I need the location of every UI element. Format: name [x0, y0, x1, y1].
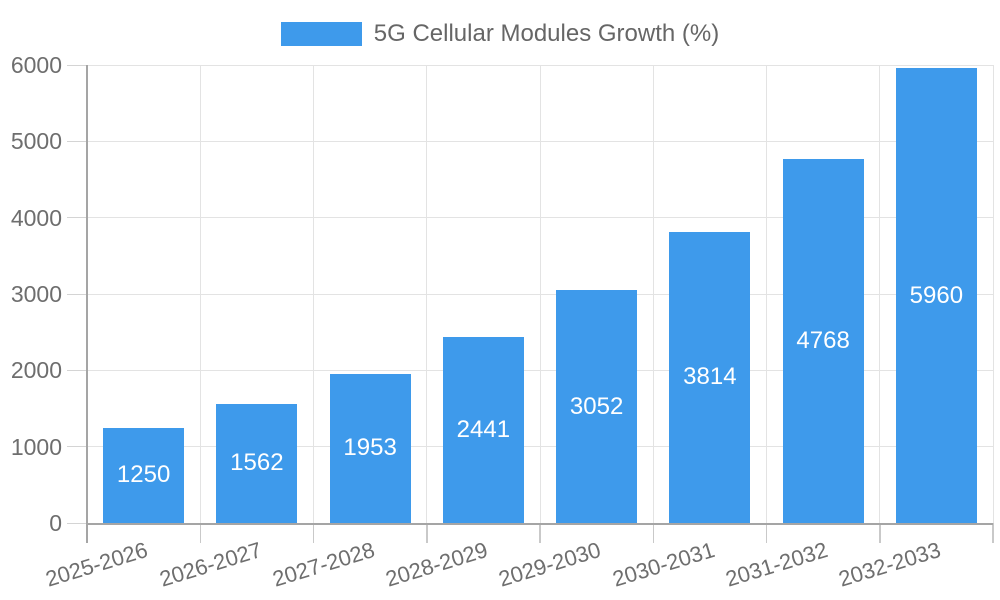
y-tick-label: 3000 — [10, 281, 62, 307]
bar-value-label: 3814 — [683, 363, 737, 391]
x-gridline — [652, 65, 654, 523]
y-tick — [67, 217, 87, 219]
y-tick-label: 0 — [49, 510, 62, 536]
x-tick-label: 2025-2026 — [43, 537, 151, 592]
bar-value-label: 1250 — [116, 461, 171, 489]
x-gridline — [992, 65, 994, 523]
y-tick — [67, 140, 87, 142]
bar-value-label: 3052 — [569, 392, 624, 420]
y-tick-label: 6000 — [10, 52, 62, 78]
bar-2027-2028[interactable] — [329, 373, 411, 523]
x-gridline — [879, 65, 881, 523]
y-tick-label: 2000 — [10, 357, 62, 384]
bar-value-label: 2441 — [456, 415, 511, 443]
x-tick — [199, 523, 201, 543]
y-tick-label: 1000 — [10, 433, 62, 460]
x-tick-label: 2031-2032 — [722, 537, 831, 592]
x-tick-label: 2030-2031 — [609, 537, 718, 592]
bar-2025-2026[interactable] — [103, 427, 185, 523]
legend-swatch-icon — [280, 22, 362, 46]
legend[interactable]: 5G Cellular Modules Growth (%) — [0, 19, 1000, 49]
x-tick-label: 2029-2030 — [496, 537, 604, 592]
y-tick — [67, 293, 87, 295]
x-gridline — [313, 65, 314, 523]
bar-value-label: 1953 — [343, 434, 397, 462]
y-tick — [67, 522, 87, 524]
x-tick — [539, 523, 541, 543]
x-tick-label: 2028-2029 — [382, 537, 491, 592]
bar-2030-2031[interactable] — [669, 231, 751, 523]
bar-2029-2030[interactable] — [556, 290, 638, 523]
y-tick-label: 5000 — [10, 128, 62, 155]
x-tick — [992, 523, 994, 543]
x-gridline — [426, 65, 428, 523]
bar-2028-2029[interactable] — [442, 336, 524, 523]
x-gridline — [539, 65, 541, 523]
legend-label: 5G Cellular Modules Growth (%) — [373, 20, 720, 47]
x-gridline — [766, 65, 767, 523]
x-tick-label: 2026-2027 — [156, 537, 265, 592]
x-axis-line — [86, 523, 993, 525]
bar-2026-2027[interactable] — [216, 403, 298, 523]
bar-value-label: 5960 — [909, 281, 964, 309]
x-tick — [652, 523, 654, 543]
x-tick-label: 2032-2033 — [835, 537, 944, 592]
y-tick — [67, 369, 87, 371]
x-gridline — [199, 65, 201, 523]
bar-value-label: 4768 — [796, 327, 850, 355]
x-tick — [765, 523, 768, 543]
x-tick-label: 2027-2028 — [269, 537, 378, 592]
x-tick — [312, 523, 315, 543]
y-tick — [67, 446, 87, 448]
x-tick — [879, 523, 881, 543]
bar-value-label: 1562 — [230, 449, 284, 477]
x-tick — [426, 523, 428, 543]
y-tick — [67, 64, 87, 66]
y-axis-line — [86, 65, 88, 543]
y-tick-label: 4000 — [10, 204, 62, 231]
bar-2031-2032[interactable] — [782, 159, 864, 523]
bar-2032-2033[interactable] — [895, 68, 977, 523]
